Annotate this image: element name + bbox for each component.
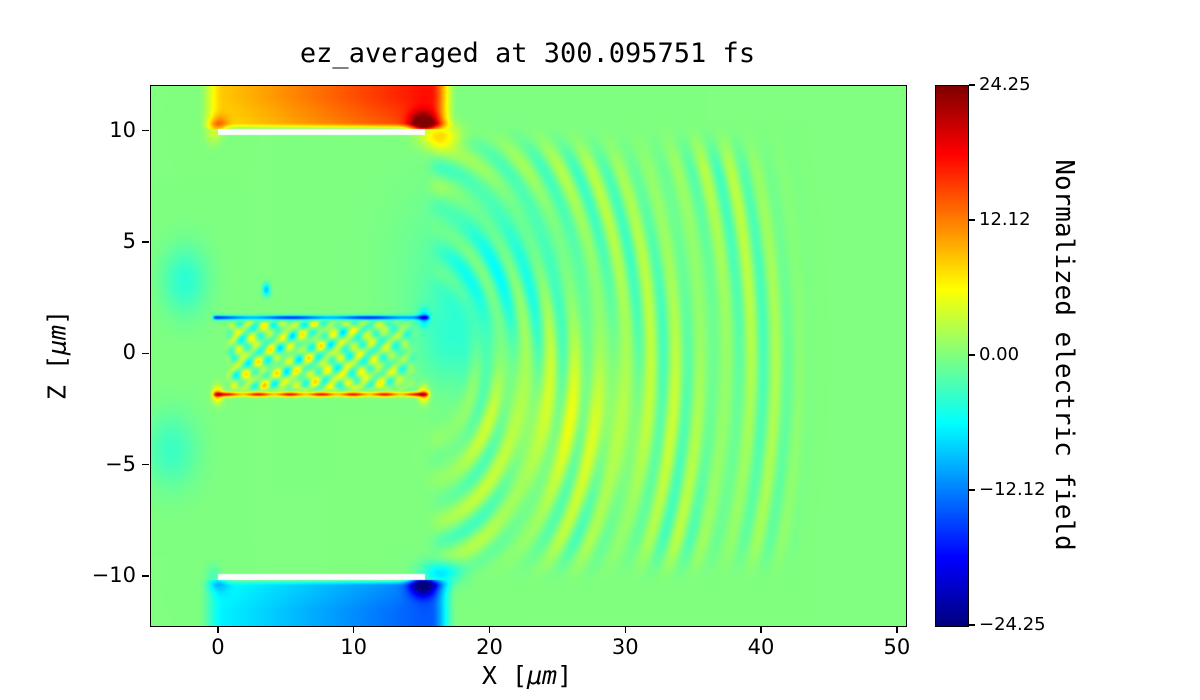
x-tick-label: 0	[211, 635, 225, 659]
y-axis-label-post: ]	[42, 309, 72, 325]
x-tick	[488, 626, 491, 633]
y-tick	[142, 575, 149, 577]
colorbar-tick	[969, 219, 975, 221]
x-axis-label-unit: μm	[526, 661, 558, 690]
plot-title: ez_averaged at 300.095751 fs	[299, 38, 756, 69]
y-tick-label: 5	[122, 228, 136, 253]
x-axis-label-pre: X [	[481, 661, 527, 690]
y-tick-label: 0	[122, 340, 136, 365]
plot-area	[150, 85, 907, 627]
x-tick-label: 10	[340, 635, 368, 659]
y-tick	[142, 241, 149, 243]
y-tick	[142, 463, 149, 466]
colorbar-tick-label: 24.25	[979, 74, 1031, 95]
colorbar-tick-label: −12.12	[979, 478, 1046, 500]
y-tick	[142, 129, 149, 132]
y-tick-label: −10	[91, 563, 136, 587]
colorbar-tick-label: 0.00	[979, 344, 1020, 365]
y-tick-label: −5	[105, 451, 136, 476]
colorbar-canvas	[936, 86, 968, 626]
x-tick	[624, 626, 627, 633]
colorbar-tick	[969, 489, 975, 491]
colorbar-tick	[969, 84, 975, 86]
x-tick-label: 20	[476, 635, 503, 659]
heatmap-canvas	[151, 86, 906, 626]
x-tick	[352, 626, 355, 633]
x-tick	[217, 626, 219, 633]
colorbar-label: Normalized electric field	[1049, 159, 1079, 551]
x-tick	[896, 626, 898, 633]
x-axis-label-post: ]	[557, 661, 573, 690]
x-tick-label: 40	[747, 635, 775, 659]
x-tick-label: 30	[611, 635, 639, 659]
x-tick	[760, 626, 762, 633]
colorbar-tick-label: −24.25	[979, 614, 1046, 635]
colorbar-tick	[969, 354, 975, 356]
x-tick-label: 50	[883, 635, 911, 659]
x-axis-label: X [μm]	[482, 661, 572, 690]
y-tick-label: 10	[109, 117, 136, 142]
colorbar-tick-label: 12.12	[979, 209, 1031, 231]
y-tick	[142, 352, 149, 355]
colorbar	[935, 85, 969, 627]
colorbar-tick	[969, 624, 975, 626]
